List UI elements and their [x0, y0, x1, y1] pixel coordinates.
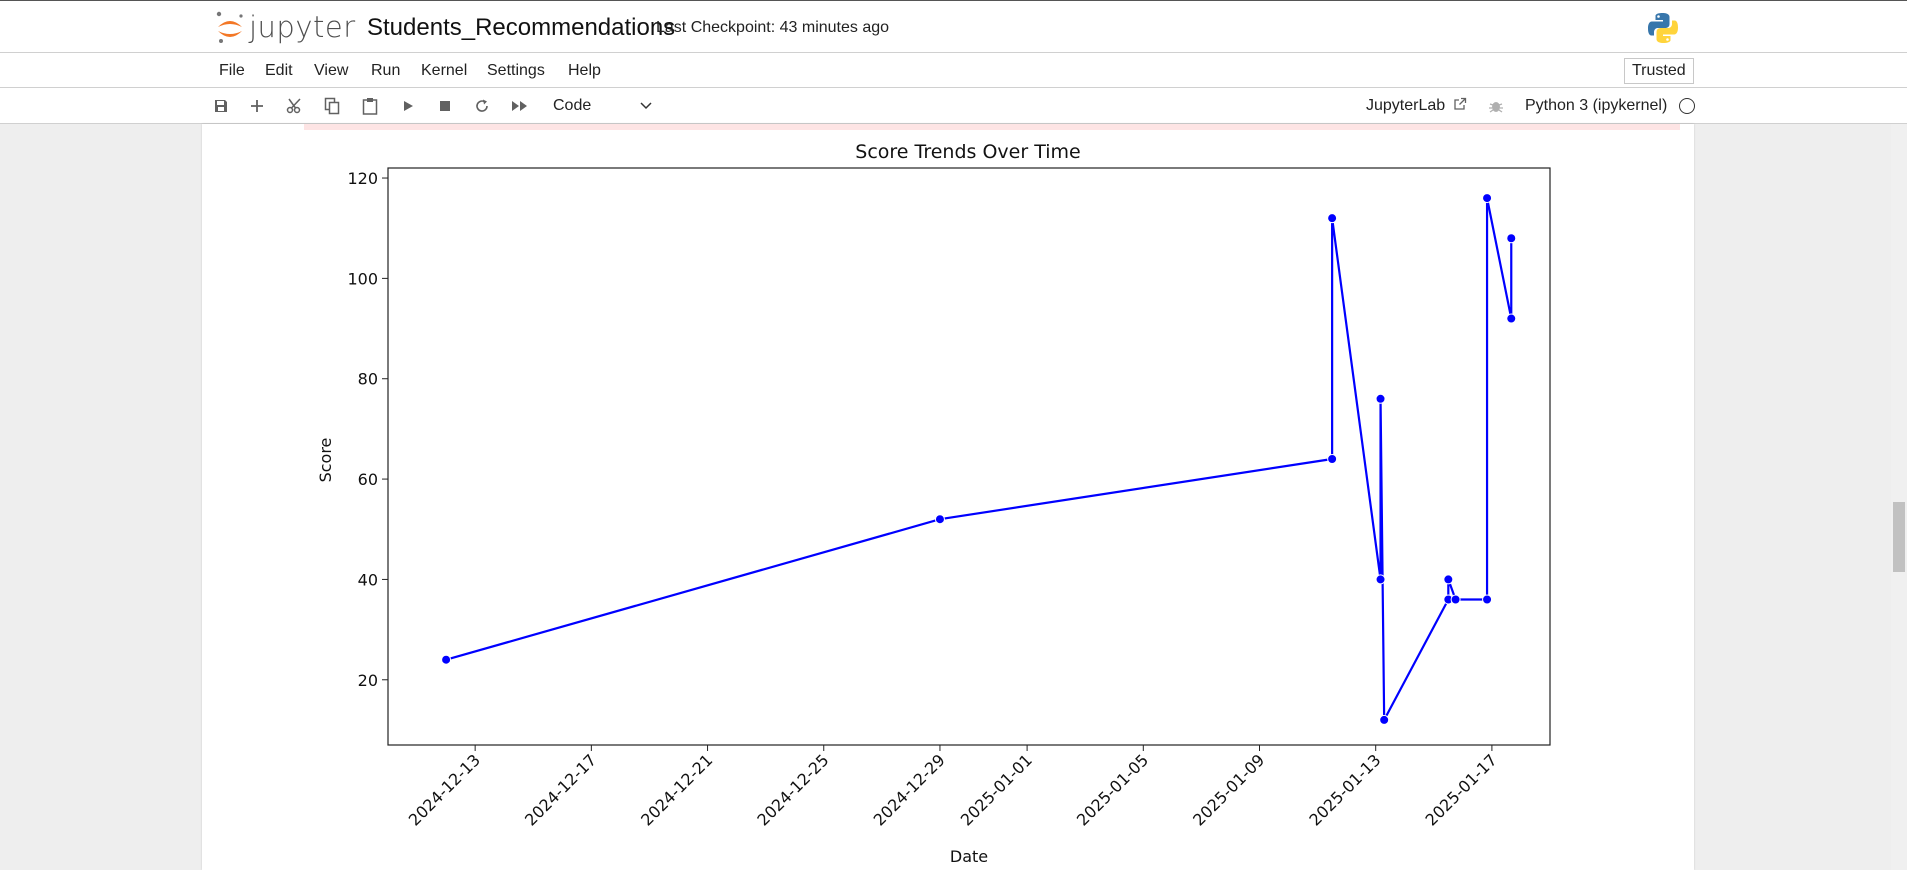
- cell-type-dropdown[interactable]: Code: [553, 95, 653, 117]
- chart-title: Score Trends Over Time: [855, 141, 1080, 163]
- x-tick-label: 2024-12-21: [637, 750, 716, 829]
- restart-icon[interactable]: [472, 96, 492, 116]
- notebook-toolbar: Code JupyterLab Python 3 (ipykernel): [0, 88, 1907, 124]
- x-tick-label: 2024-12-25: [753, 750, 832, 829]
- jupyterlab-link[interactable]: JupyterLab: [1366, 97, 1467, 115]
- fast-forward-icon[interactable]: [510, 96, 530, 116]
- top-header: jupyter Students_Recommendations Last Ch…: [0, 0, 1907, 53]
- scrollbar-track[interactable]: [1891, 124, 1907, 870]
- data-point: [441, 654, 452, 665]
- y-tick-label: 20: [358, 671, 378, 690]
- save-icon[interactable]: [211, 96, 231, 116]
- data-point: [1375, 574, 1386, 585]
- jupyter-logo[interactable]: jupyter: [215, 9, 356, 45]
- x-axis-label: Date: [950, 847, 988, 866]
- debugger-icon[interactable]: [1488, 98, 1504, 114]
- data-point: [1506, 233, 1517, 244]
- previous-cell-output: [304, 124, 1680, 130]
- copy-icon[interactable]: [322, 96, 342, 116]
- score-trends-chart: Score Trends Over Time 20 40 60 80 100 120 20…: [316, 141, 1551, 866]
- jupyterlab-label: JupyterLab: [1366, 97, 1446, 114]
- y-tick-label: 40: [358, 570, 378, 589]
- stop-icon[interactable]: [435, 96, 455, 116]
- y-axis: 20 40 60 80 100 120: [347, 169, 388, 690]
- kernel-name[interactable]: Python 3 (ipykernel): [1525, 97, 1668, 114]
- x-tick-label: 2024-12-13: [405, 750, 484, 829]
- cell-type-label: Code: [553, 97, 592, 114]
- menu-run[interactable]: Run: [371, 62, 401, 79]
- menu-file[interactable]: File: [219, 62, 245, 79]
- last-checkpoint: Last Checkpoint: 43 minutes ago: [656, 19, 890, 36]
- paste-icon[interactable]: [360, 96, 380, 116]
- y-tick-label: 60: [358, 470, 378, 489]
- score-points: [441, 193, 1517, 725]
- y-tick-label: 80: [358, 370, 378, 389]
- data-point: [1482, 193, 1493, 204]
- score-series-line: [445, 197, 1513, 721]
- data-point: [1327, 454, 1338, 465]
- scrollbar-thumb[interactable]: [1893, 502, 1905, 572]
- y-tick-label: 100: [347, 269, 378, 288]
- x-tick-label: 2025-01-09: [1189, 750, 1268, 829]
- kernel-status-icon: [1679, 98, 1695, 114]
- data-point: [1443, 574, 1454, 585]
- jupyter-logo-text: jupyter: [249, 10, 356, 44]
- python-logo-icon: [1648, 13, 1678, 43]
- menu-kernel[interactable]: Kernel: [421, 62, 468, 79]
- external-link-icon: [1453, 97, 1466, 110]
- x-tick-label: 2024-12-29: [870, 750, 949, 829]
- menu-settings[interactable]: Settings: [487, 62, 545, 79]
- menu-edit[interactable]: Edit: [265, 62, 293, 79]
- x-axis: 2024-12-13 2024-12-17 2024-12-21 2024-12-25…: [405, 745, 1501, 830]
- y-axis-label: Score: [316, 438, 335, 483]
- jupyter-logo-icon: [216, 11, 243, 43]
- y-tick-label: 120: [347, 169, 378, 188]
- data-point: [1327, 213, 1338, 224]
- x-tick-label: 2024-12-17: [521, 750, 600, 829]
- chevron-down-icon: [639, 95, 653, 124]
- data-point: [934, 514, 945, 525]
- data-point: [1482, 594, 1493, 605]
- menu-view[interactable]: View: [314, 62, 349, 79]
- trusted-badge[interactable]: Trusted: [1624, 58, 1694, 84]
- data-point: [1375, 393, 1386, 404]
- notebook-title[interactable]: Students_Recommendations: [367, 14, 676, 41]
- menu-help[interactable]: Help: [568, 62, 601, 79]
- data-point: [1506, 313, 1517, 324]
- plot-area: [387, 167, 1551, 746]
- x-tick-label: 2025-01-05: [1073, 750, 1152, 829]
- x-tick-label: 2025-01-01: [957, 750, 1036, 829]
- data-point: [1379, 714, 1390, 725]
- menu-bar: File Edit View Run Kernel Settings Help …: [0, 53, 1907, 88]
- x-tick-label: 2025-01-17: [1422, 750, 1501, 829]
- x-tick-label: 2025-01-13: [1305, 750, 1384, 829]
- add-cell-icon[interactable]: [247, 96, 267, 116]
- notebook-panel: [202, 124, 1694, 870]
- run-icon[interactable]: [398, 96, 418, 116]
- cut-icon[interactable]: [285, 96, 305, 116]
- data-point: [1450, 594, 1461, 605]
